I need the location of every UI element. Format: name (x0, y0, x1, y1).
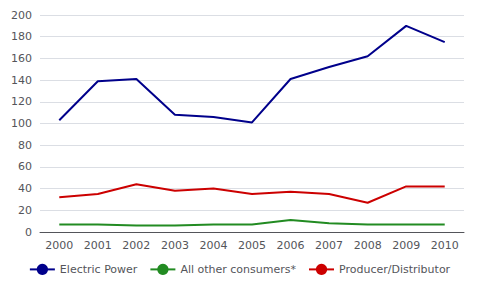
svg-text:40: 40 (18, 182, 32, 195)
svg-text:2008: 2008 (354, 239, 382, 252)
svg-text:200: 200 (11, 9, 32, 22)
svg-text:60: 60 (18, 160, 32, 173)
svg-text:2007: 2007 (315, 239, 343, 252)
svg-text:2010: 2010 (431, 239, 459, 252)
svg-text:80: 80 (18, 139, 32, 152)
svg-text:2001: 2001 (84, 239, 112, 252)
svg-text:2006: 2006 (277, 239, 305, 252)
svg-text:2002: 2002 (122, 239, 150, 252)
svg-text:120: 120 (11, 95, 32, 108)
svg-text:Electric Power: Electric Power (60, 263, 138, 276)
svg-text:2000: 2000 (45, 239, 73, 252)
svg-text:2009: 2009 (392, 239, 420, 252)
svg-text:Producer/Distributor: Producer/Distributor (339, 263, 451, 276)
svg-text:20: 20 (18, 204, 32, 217)
svg-text:2004: 2004 (199, 239, 227, 252)
svg-text:160: 160 (11, 52, 32, 65)
svg-text:100: 100 (11, 117, 32, 130)
svg-text:140: 140 (11, 74, 32, 87)
svg-text:2003: 2003 (161, 239, 189, 252)
svg-text:2005: 2005 (238, 239, 266, 252)
svg-text:180: 180 (11, 30, 32, 43)
svg-text:All other consumers*: All other consumers* (180, 263, 296, 276)
svg-text:0: 0 (25, 226, 32, 239)
